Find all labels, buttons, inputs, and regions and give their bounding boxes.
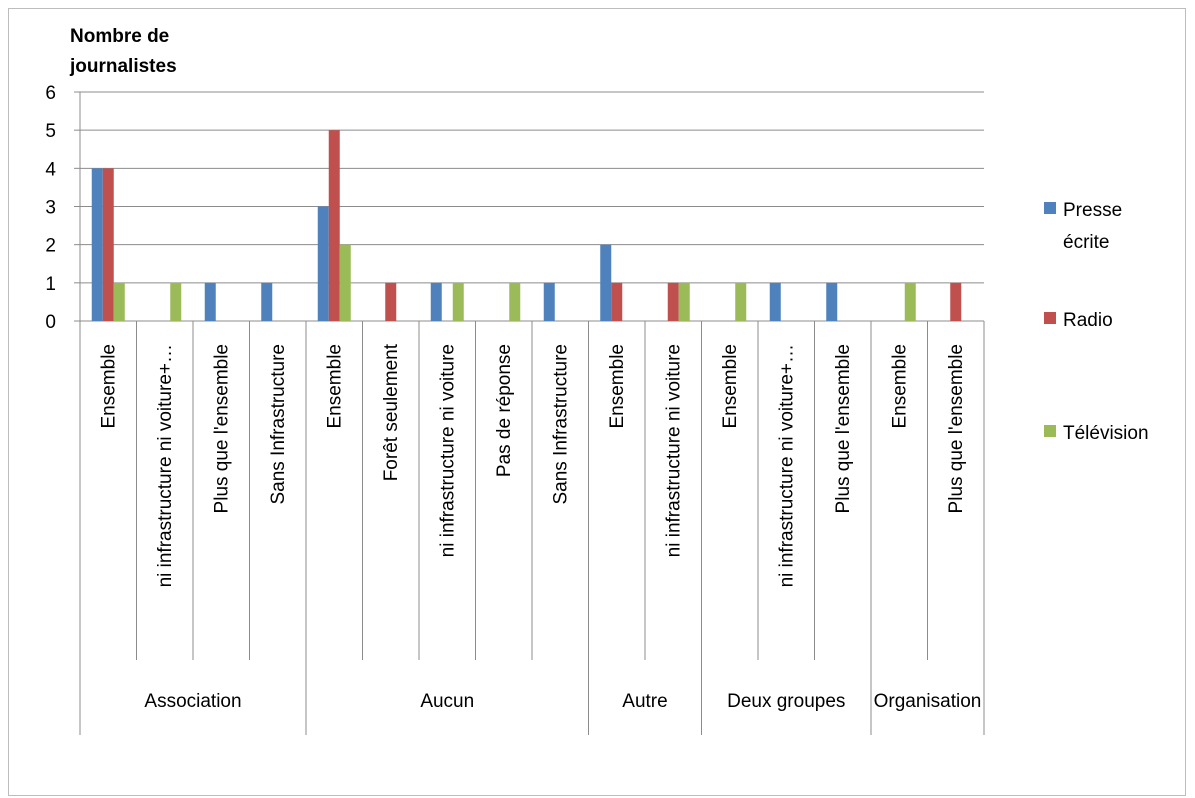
legend-swatch bbox=[1044, 312, 1056, 324]
bar-presse-crite bbox=[430, 282, 442, 321]
bar-presse-crite bbox=[261, 282, 273, 321]
category-label: ni infrastructure ni voiture+… bbox=[155, 344, 176, 587]
category-label: Pas de réponse bbox=[494, 344, 515, 477]
bar-t-l-vision bbox=[113, 282, 125, 321]
category-label: Forêt seulement bbox=[381, 343, 402, 481]
legend-label: écrite bbox=[1063, 232, 1109, 253]
y-tick-label: 5 bbox=[45, 121, 56, 142]
legend-swatch bbox=[1044, 202, 1056, 214]
category-label: ni infrastructure ni voiture bbox=[437, 344, 458, 557]
category-label: Ensemble bbox=[98, 344, 119, 429]
category-label: ni infrastructure ni voiture bbox=[663, 344, 684, 557]
group-label: Deux groupes bbox=[727, 691, 845, 712]
bar-radio bbox=[611, 282, 623, 321]
bar-radio bbox=[950, 282, 962, 321]
category-label: ni infrastructure ni voiture+… bbox=[776, 344, 797, 587]
bar-presse-crite bbox=[600, 244, 612, 321]
category-label: Ensemble bbox=[889, 344, 910, 429]
bar-presse-crite bbox=[543, 282, 555, 321]
y-tick-label: 4 bbox=[45, 159, 56, 180]
group-label: Organisation bbox=[874, 691, 982, 712]
bar-t-l-vision bbox=[904, 282, 916, 321]
chart-frame bbox=[8, 8, 1186, 796]
category-label: Plus que l'ensemble bbox=[211, 344, 232, 513]
group-label: Association bbox=[144, 691, 241, 712]
bar-t-l-vision bbox=[170, 282, 182, 321]
bar-radio bbox=[328, 130, 340, 321]
category-label: Sans Infrastructure bbox=[550, 344, 571, 505]
legend-label: Radio bbox=[1063, 310, 1113, 331]
bar-presse-crite bbox=[826, 282, 838, 321]
y-tick-label: 1 bbox=[45, 274, 56, 295]
y-axis-title: Nombre de journalistes bbox=[70, 26, 177, 77]
bar-t-l-vision bbox=[678, 282, 690, 321]
group-label: Aucun bbox=[420, 691, 474, 712]
category-label: Ensemble bbox=[607, 344, 628, 429]
bar-presse-crite bbox=[317, 206, 329, 321]
bar-t-l-vision bbox=[339, 244, 351, 321]
y-tick-label: 0 bbox=[45, 312, 56, 333]
bar-presse-crite bbox=[204, 282, 216, 321]
bar-radio bbox=[667, 282, 679, 321]
bar-t-l-vision bbox=[452, 282, 464, 321]
bar-presse-crite bbox=[769, 282, 781, 321]
y-tick-label: 3 bbox=[45, 198, 56, 219]
category-label: Ensemble bbox=[324, 344, 345, 429]
bar-radio bbox=[385, 282, 397, 321]
bar-presse-crite bbox=[91, 168, 103, 321]
category-label: Plus que l'ensemble bbox=[946, 344, 967, 513]
category-label: Sans Infrastructure bbox=[268, 344, 289, 505]
y-tick-label: 6 bbox=[45, 83, 56, 104]
bar-radio bbox=[102, 168, 114, 321]
bar-t-l-vision bbox=[735, 282, 747, 321]
legend-label: Presse bbox=[1063, 200, 1122, 221]
category-label: Ensemble bbox=[720, 344, 741, 429]
y-tick-label: 2 bbox=[45, 236, 56, 257]
category-label: Plus que l'ensemble bbox=[833, 344, 854, 513]
bar-t-l-vision bbox=[509, 282, 521, 321]
group-label: Autre bbox=[622, 691, 667, 712]
legend-label: Télévision bbox=[1063, 423, 1149, 444]
legend-swatch bbox=[1044, 425, 1056, 437]
